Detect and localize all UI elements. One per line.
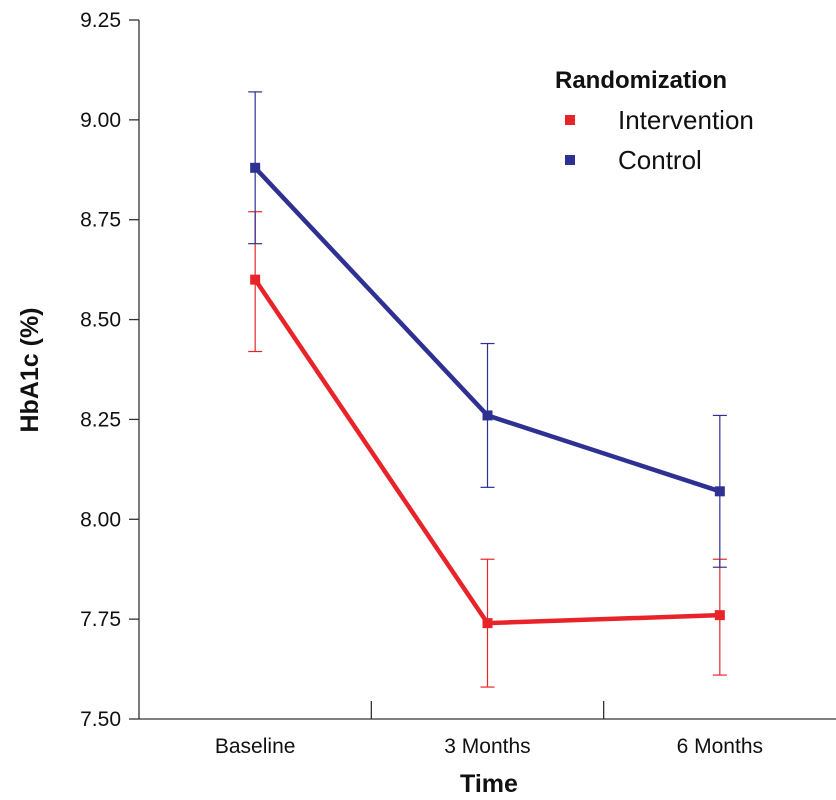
x-tick-label: 6 Months — [677, 735, 763, 758]
data-point — [482, 618, 493, 629]
y-tick-label: 9.00 — [80, 109, 121, 132]
y-tick-label: 7.75 — [80, 608, 121, 631]
y-tick-label: 8.25 — [80, 408, 121, 431]
y-axis-title: HbA1c (%) — [16, 307, 44, 432]
data-point — [250, 162, 261, 173]
y-tick-label: 9.25 — [80, 9, 121, 32]
y-tick-label: 8.00 — [80, 508, 121, 531]
legend-swatch — [565, 115, 575, 125]
x-axis-ticks: Baseline 3 Months 6 Months — [215, 701, 763, 758]
data-point — [714, 486, 725, 497]
y-axis-ticks: 7.50 7.75 8.00 8.25 8.50 8.75 9.00 9.25 — [80, 9, 139, 731]
y-tick-label: 8.75 — [80, 209, 121, 232]
x-tick-label: 3 Months — [444, 735, 530, 758]
legend-label: Control — [618, 145, 702, 175]
data-point — [714, 610, 725, 621]
y-tick-label: 7.50 — [80, 708, 121, 731]
x-tick-label: Baseline — [215, 735, 296, 758]
legend-title: Randomization — [555, 67, 727, 94]
series-group — [248, 91, 727, 688]
series-control — [248, 91, 727, 568]
x-axis-title: Time — [460, 770, 518, 798]
legend-swatch — [565, 155, 575, 165]
legend: Randomization Intervention Control — [555, 67, 754, 175]
axes — [138, 20, 836, 720]
y-tick-label: 8.50 — [80, 309, 121, 332]
data-point — [482, 410, 493, 421]
legend-label: Intervention — [618, 105, 754, 135]
data-point — [250, 274, 261, 285]
